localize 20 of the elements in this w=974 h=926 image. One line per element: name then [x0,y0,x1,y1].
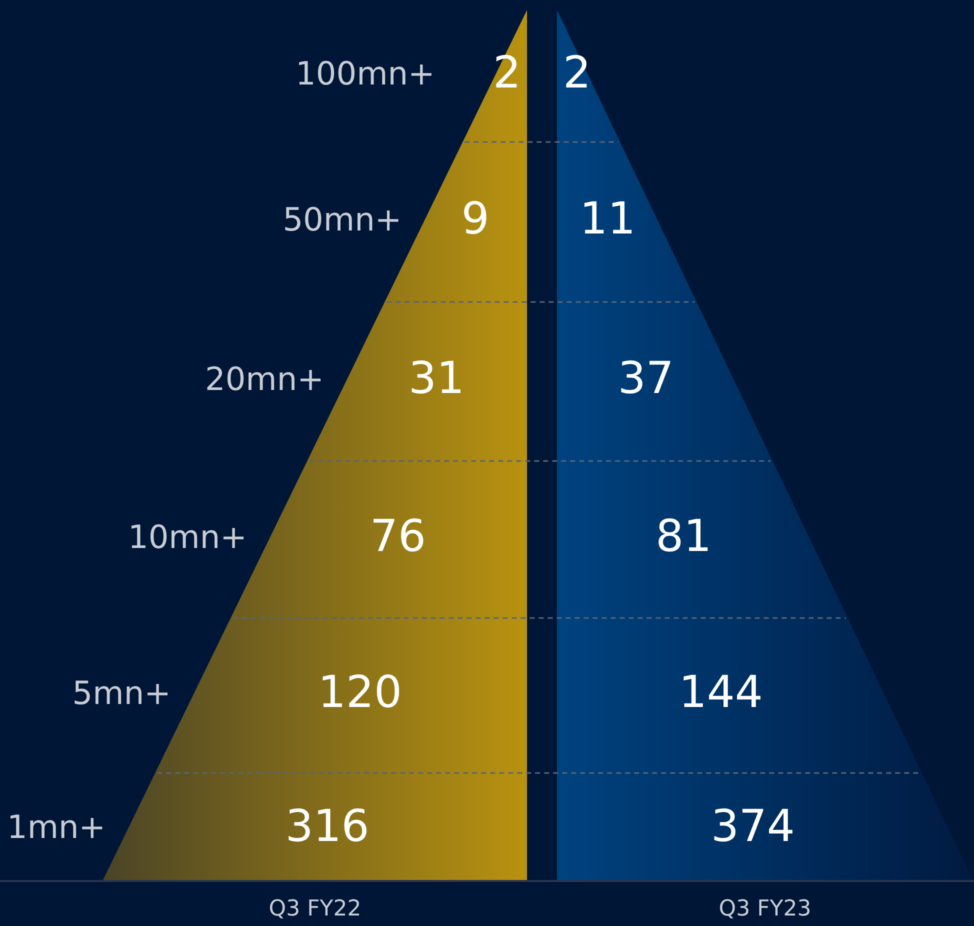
series-label: Q3 FY23 [718,896,812,922]
category-label: 50mn+ [282,200,402,238]
category-label: 5mn+ [72,674,171,712]
category-label: 100mn+ [295,54,435,92]
series-label: Q3 FY22 [268,896,362,922]
data-label: 2 [563,47,591,98]
data-label: 2 [493,47,521,98]
category-label: 20mn+ [204,360,324,398]
data-label: 76 [370,510,426,562]
data-label: 144 [678,666,763,718]
data-label: 316 [285,800,370,852]
category-label: 1mn+ [6,808,106,846]
data-label: 37 [618,352,674,404]
category-label: 10mn+ [128,518,247,556]
data-label: 11 [580,193,636,244]
data-label: 9 [461,193,490,244]
data-label: 374 [710,800,795,852]
data-label: 31 [408,352,464,404]
data-label: 120 [318,666,402,718]
data-label: 81 [656,510,712,562]
